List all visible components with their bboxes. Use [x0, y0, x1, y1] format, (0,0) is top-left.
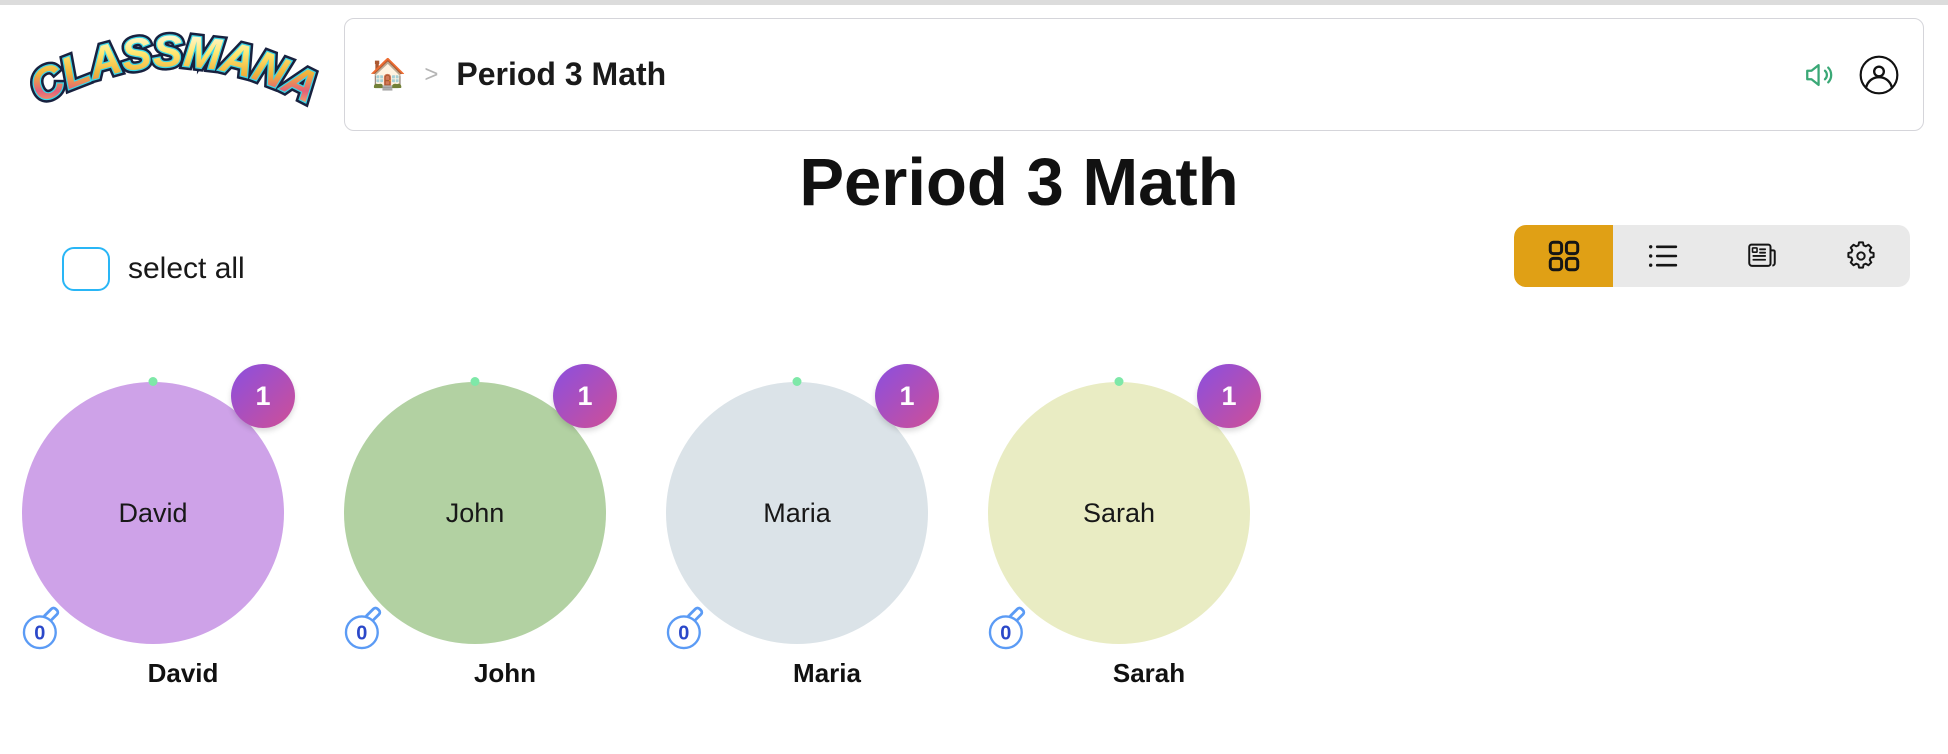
svg-text:0: 0: [34, 623, 45, 645]
svg-text:CLASSMANA: CLASSMANA: [24, 27, 324, 113]
svg-text:0: 0: [356, 623, 367, 645]
svg-text:0: 0: [678, 623, 689, 645]
svg-text:0: 0: [1000, 623, 1011, 645]
